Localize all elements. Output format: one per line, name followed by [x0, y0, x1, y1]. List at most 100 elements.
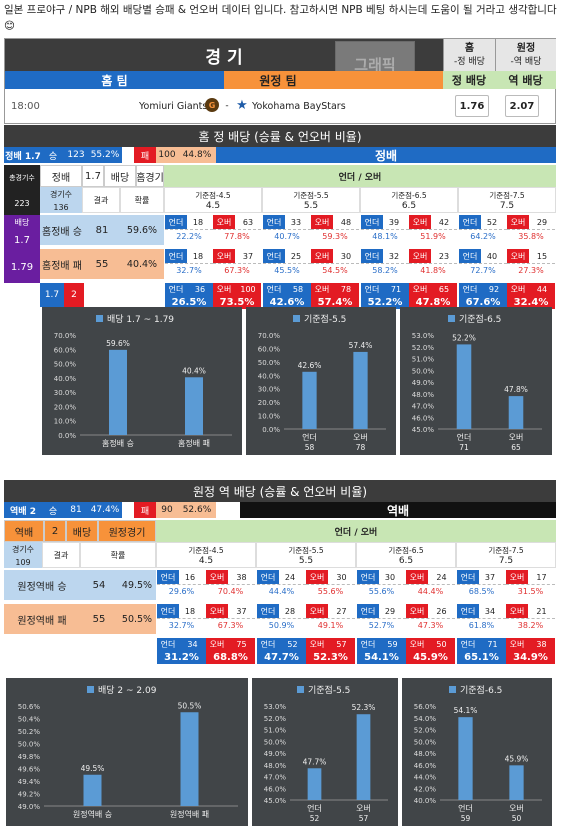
total-under-count: 71: [383, 283, 409, 295]
y-tick-label: 50.0%: [412, 367, 435, 375]
legend-swatch: [448, 315, 455, 322]
away-odds-label: 역 배당: [495, 71, 556, 89]
under-word: 언더: [459, 215, 481, 229]
over-count: 37: [235, 249, 261, 263]
over-pct: 55.6%: [306, 584, 355, 598]
total-over-count: 44: [529, 283, 555, 295]
legend-label: 배당 2 ~ 2.09: [98, 685, 157, 696]
over-pct: 77.8%: [213, 229, 261, 243]
y-tick-label: 53.0%: [264, 703, 287, 711]
away-odds-button[interactable]: 2.07: [505, 95, 539, 117]
side-odds-value2: 1.79: [4, 251, 40, 283]
y-tick-label: 50.0%: [414, 738, 437, 746]
ou-line-label: 기준점-7.5: [489, 190, 525, 200]
odds-word: 배당: [66, 520, 98, 542]
over-count: 17: [528, 570, 555, 584]
category-label: 언더: [457, 432, 472, 442]
under-word: 언더: [357, 604, 379, 618]
y-tick-label: 10.0%: [258, 413, 281, 421]
over-pct: 27.3%: [507, 263, 555, 277]
category-label: 오버: [356, 803, 371, 813]
over-word: 오버: [206, 570, 228, 584]
over-pct: 31.5%: [506, 584, 555, 598]
ou-line-header: 기준점-6.5 6.5: [360, 187, 458, 213]
summary-gap: [122, 147, 134, 163]
y-tick-label: 50.0%: [18, 741, 41, 749]
y-tick-label: 48.0%: [264, 762, 287, 770]
y-tick-label: 54.0%: [414, 715, 437, 723]
away-team-label: 원정 팀: [224, 71, 332, 89]
summary-loss-label: 패: [134, 147, 156, 163]
summary-loss-label: 패: [134, 502, 156, 518]
over-count: 37: [228, 604, 255, 618]
under-pct: 40.7%: [263, 229, 311, 243]
summary-win-label: 승: [42, 147, 64, 163]
under-pct: 61.8%: [457, 618, 506, 632]
over-count: 23: [431, 249, 457, 263]
y-tick-label: 46.0%: [264, 785, 287, 793]
y-tick-label: 50.6%: [18, 703, 41, 711]
data-label: 59.6%: [106, 339, 130, 348]
home-odds-section: 홈 정 배당 (승률 & 언오버 비율) 정배 1.7 승 123 55.2% 패 100 4…: [4, 125, 556, 455]
total-over-word: 오버: [409, 283, 431, 295]
over-count: 29: [529, 215, 555, 229]
total-over-count: 65: [431, 283, 457, 295]
home-team-label: 홈 팀: [5, 71, 224, 89]
y-tick-label: 49.0%: [264, 750, 287, 758]
result-label: 결과: [42, 542, 80, 568]
y-tick-label: 50.0%: [258, 359, 281, 367]
under-count: 30: [379, 570, 401, 584]
category-label: 오버: [509, 432, 524, 442]
total-games-label: 총경기수: [4, 165, 40, 191]
bar: [180, 712, 199, 806]
home-col-header: 홈 -정 배당: [443, 39, 495, 71]
y-tick-label: 47.0%: [264, 774, 287, 782]
ou-line-value: 4.5: [205, 200, 221, 211]
total-over-word: 오버: [213, 283, 235, 295]
category-sub-label: 65: [511, 443, 521, 452]
summary-win-pct: 47.4%: [88, 502, 122, 518]
over-pct: 67.3%: [206, 618, 255, 632]
y-tick-label: 20.0%: [258, 399, 281, 407]
under-pct: 48.1%: [361, 229, 409, 243]
y-tick-label: 49.4%: [18, 778, 41, 786]
y-tick-label: 52.0%: [414, 727, 437, 735]
y-tick-label: 52.0%: [412, 344, 435, 352]
ou-line-label: 기준점-5.5: [288, 545, 324, 555]
y-tick-label: 45.0%: [412, 426, 435, 434]
ou-line-value: 4.5: [198, 555, 214, 566]
over-word: 오버: [311, 215, 333, 229]
legend-label: 기준점-5.5: [304, 313, 346, 325]
total-under-pct: 42.6%: [263, 295, 311, 309]
y-tick-label: 47.0%: [412, 403, 435, 411]
category-sub-label: 71: [459, 443, 469, 452]
away-team-name[interactable]: Yokohama BayStars: [252, 100, 346, 112]
data-label: 57.4%: [349, 341, 373, 350]
ou-line-value: 5.5: [303, 200, 319, 211]
y-tick-label: 46.0%: [414, 762, 437, 770]
legend-label: 기준점-5.5: [308, 684, 350, 696]
y-tick-label: 49.8%: [18, 753, 41, 761]
summary-losses: 90: [156, 502, 178, 518]
vs-separator: -: [225, 101, 229, 111]
under-pct: 32.7%: [165, 263, 213, 277]
under-count: 24: [279, 570, 301, 584]
data-label: 50.5%: [178, 701, 202, 710]
pct-label: 확률: [120, 187, 164, 213]
total-over-count: 75: [228, 638, 255, 650]
total-under-word: 언더: [257, 638, 279, 650]
over-pct: 35.8%: [507, 229, 555, 243]
ou-line-header: 기준점-6.5 6.5: [356, 542, 456, 568]
data-label: 52.2%: [452, 333, 476, 342]
under-word: 언더: [459, 249, 481, 263]
under-pct: 55.6%: [357, 584, 406, 598]
ou-line-value: 6.5: [398, 555, 414, 566]
y-tick-label: 49.6%: [18, 766, 41, 774]
home-odds-button[interactable]: 1.76: [455, 95, 489, 117]
home-team-name[interactable]: Yomiuri Giants: [139, 100, 208, 112]
bar: [353, 351, 368, 429]
summary-tag: 역배: [240, 502, 556, 518]
giants-logo-icon: G: [205, 98, 219, 112]
over-word: 오버: [506, 604, 528, 618]
row-name: 원정역배 패: [4, 604, 80, 634]
